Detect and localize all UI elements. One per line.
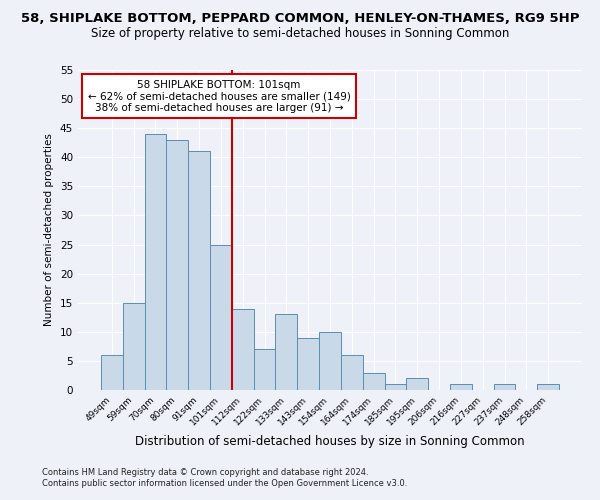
Bar (210, 244, 232, 390)
Bar (406, 378, 428, 390)
Bar (188, 152, 210, 390)
Bar (254, 350, 275, 390)
Bar (123, 302, 145, 390)
Bar (145, 134, 166, 390)
Text: 58, SHIPLAKE BOTTOM, PEPPARD COMMON, HENLEY-ON-THAMES, RG9 5HP: 58, SHIPLAKE BOTTOM, PEPPARD COMMON, HEN… (21, 12, 579, 26)
Bar (450, 384, 472, 390)
Bar (166, 140, 188, 390)
Y-axis label: Number of semi-detached properties: Number of semi-detached properties (44, 134, 55, 326)
Text: 58 SHIPLAKE BOTTOM: 101sqm
← 62% of semi-detached houses are smaller (149)
38% o: 58 SHIPLAKE BOTTOM: 101sqm ← 62% of semi… (88, 80, 350, 113)
Text: Size of property relative to semi-detached houses in Sonning Common: Size of property relative to semi-detach… (91, 28, 509, 40)
Bar (363, 372, 385, 390)
Bar (494, 384, 515, 390)
Bar (101, 355, 123, 390)
Bar (341, 355, 363, 390)
Bar (319, 332, 341, 390)
Bar (537, 384, 559, 390)
Bar (232, 308, 254, 390)
X-axis label: Distribution of semi-detached houses by size in Sonning Common: Distribution of semi-detached houses by … (135, 436, 525, 448)
Bar (385, 384, 406, 390)
Bar (275, 314, 297, 390)
Bar (297, 338, 319, 390)
Text: Contains HM Land Registry data © Crown copyright and database right 2024.
Contai: Contains HM Land Registry data © Crown c… (42, 468, 407, 487)
